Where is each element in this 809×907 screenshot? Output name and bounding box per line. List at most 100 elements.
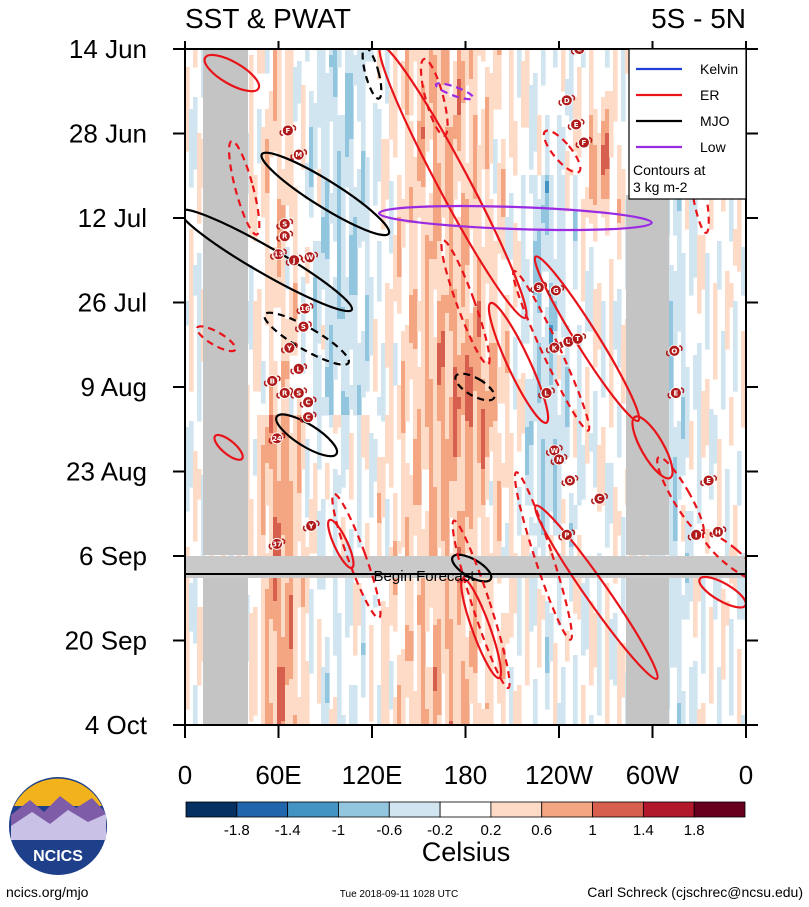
storm-marker: G [547, 284, 565, 297]
legend-label: Kelvin [700, 61, 738, 77]
contour-er [656, 456, 705, 536]
contour-er [203, 53, 261, 93]
x-tick-label: 120E [342, 760, 403, 790]
storm-marker: E [700, 474, 718, 487]
y-tick-label: 26 Jul [78, 288, 147, 318]
storm-marker: C [299, 411, 317, 424]
x-tick-label: 60W [626, 760, 680, 790]
contour-er [213, 433, 244, 461]
storm-label: E [706, 477, 711, 485]
storm-label: R [282, 233, 288, 241]
contour-mjo [260, 151, 391, 237]
storm-marker: L [290, 362, 308, 375]
colorbar-tick-label: 1.8 [684, 822, 705, 839]
contour-er [631, 415, 674, 480]
contour-er [419, 57, 449, 137]
contour-mjo [451, 553, 493, 583]
y-tick-label: 23 Aug [66, 457, 147, 487]
storm-label: K [552, 344, 558, 352]
legend-label: MJO [700, 113, 730, 129]
storm-label: C [577, 46, 582, 54]
contour-er [440, 239, 491, 366]
storm-label: O [567, 477, 573, 485]
x-tick-label: 120W [525, 760, 593, 790]
contour-er [378, 49, 528, 320]
storm-label: 37 [272, 540, 282, 548]
storm-label: B [270, 377, 275, 385]
contour-mjo [275, 413, 339, 458]
storm-marker: 9 [530, 281, 548, 294]
storm-marker: H [709, 525, 727, 538]
contour-er [227, 139, 261, 236]
storm-marker: 13 [270, 248, 287, 261]
y-tick-label: 4 Oct [85, 710, 148, 740]
contour-mjo [454, 372, 496, 402]
contour-low [377, 204, 653, 232]
storm-marker: T [569, 332, 587, 345]
colorbar-swatch [388, 801, 441, 818]
x-axis: 0 60E 120E 180 120W 60W 0 [178, 41, 753, 790]
footer-timestamp: Tue 2018-09-11 1028 UTC [340, 889, 458, 900]
colorbar-tick-label: 1.4 [633, 822, 654, 839]
colorbar-swatch [642, 801, 695, 818]
colorbar-swatch [439, 801, 492, 818]
storm-label: Y [308, 522, 315, 530]
storm-marker: W [301, 251, 319, 264]
storm-label: C [306, 399, 311, 407]
colorbar-tick-label: -1.8 [224, 822, 250, 839]
colorbar-tick-label: -0.6 [376, 822, 402, 839]
storm-marker: K [545, 341, 563, 354]
storm-label: C [306, 414, 311, 422]
colorbar-swatch [592, 801, 644, 818]
storm-label: P [564, 531, 569, 539]
storm-marker: S [276, 218, 294, 230]
storm-label: E [673, 390, 678, 398]
storm-marker: R [276, 230, 294, 243]
legend-label: Low [700, 139, 727, 155]
storm-label: S [301, 323, 306, 331]
storm-label: Y [286, 344, 293, 352]
y-tick-label: 20 Sep [65, 626, 147, 656]
storm-label: N [556, 456, 562, 464]
forecast-band [185, 556, 746, 578]
colorbar-tick-label: -0.2 [427, 822, 453, 839]
storm-marker: P [558, 528, 576, 541]
chart-title-right: 5S - 5N [651, 3, 746, 34]
legend: Kelvin ER MJO Low Contours at3 kg m-2 [628, 48, 747, 200]
storm-label: L [297, 365, 302, 373]
x-tick-label: 180 [444, 760, 487, 790]
storm-label: F [582, 139, 587, 147]
storm-label: O [671, 347, 677, 355]
storm-label: L [544, 390, 549, 398]
colorbar-tick-label: -1 [332, 822, 345, 839]
y-tick-label: 14 Jun [69, 34, 147, 64]
colorbar-swatch [287, 801, 339, 818]
contour-er [460, 577, 503, 680]
ncics-logo: NCICS [9, 777, 107, 875]
y-tick-label: 28 Jun [69, 119, 147, 149]
contour-er [331, 492, 382, 620]
contour-er [195, 325, 237, 353]
colorbar-tick-label: 0.2 [480, 822, 501, 839]
storm-label: J [292, 257, 296, 265]
storm-label: I [695, 531, 698, 539]
storm-marker: Y [302, 519, 320, 532]
storm-label: S [296, 390, 301, 398]
storm-label: 9 [536, 284, 541, 292]
x-tick-label: 0 [178, 760, 192, 790]
colorbar-swatch [693, 801, 746, 818]
storm-label: G [553, 287, 559, 295]
storm-marker: D [558, 94, 576, 107]
storm-marker: M [290, 148, 308, 161]
colorbar-tick-label: 0.6 [531, 822, 552, 839]
colorbar-swatch [338, 801, 390, 818]
storm-label: W [550, 447, 558, 455]
storm-marker: B [263, 375, 281, 387]
legend-box [628, 48, 747, 200]
storm-marker: C [591, 492, 608, 505]
storm-marker: F [279, 124, 297, 137]
storm-label: H [715, 528, 721, 536]
storm-label: D [564, 97, 570, 105]
